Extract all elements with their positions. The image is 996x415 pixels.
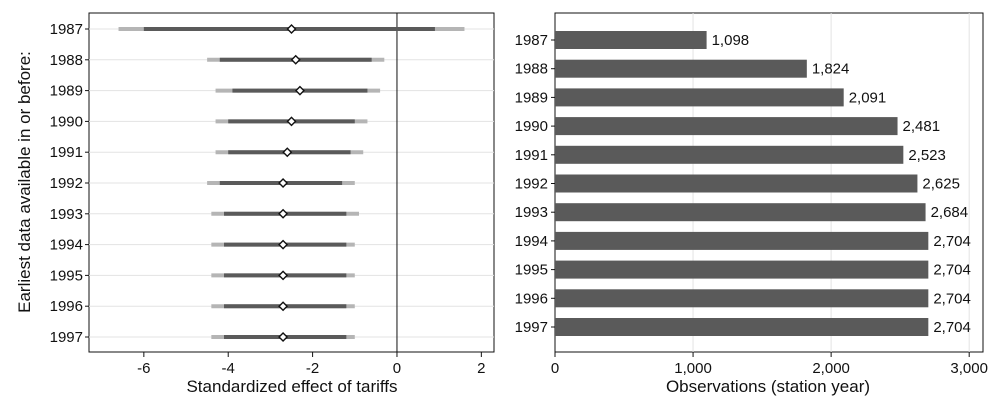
coef-y-tick-label: 1992	[50, 175, 83, 192]
obs-y-tick-label: 1989	[515, 89, 548, 106]
obs-bar	[555, 59, 807, 78]
obs-y-tick-label: 1990	[515, 118, 548, 135]
coef-y-tick-label: 1989	[50, 83, 83, 100]
point-estimate-marker	[286, 24, 297, 34]
coef-x-tick-label: -4	[222, 360, 235, 377]
obs-y-tick-label: 1992	[515, 176, 548, 193]
point-estimate-marker	[278, 208, 289, 219]
obs-y-tick-label: 1995	[515, 262, 548, 279]
coef-y-tick-label: 1995	[50, 267, 83, 284]
coef-marks	[118, 24, 465, 342]
obs-bar-value-label: 2,704	[933, 233, 971, 250]
obs-panel: 1,098 1,824 2,091 2,481 2,523 2,625 2,684 2,704…	[515, 12, 988, 396]
obs-x-tick-label: 3,000	[950, 360, 988, 377]
obs-bar	[555, 88, 844, 107]
point-estimate-marker	[278, 332, 289, 342]
point-estimate-marker	[278, 301, 289, 312]
obs-y-tick-label: 1988	[515, 61, 548, 78]
coef-y-tick-label: 1996	[50, 298, 83, 315]
obs-bar-value-label: 2,704	[933, 290, 971, 307]
obs-bar-value-label: 1,824	[812, 61, 850, 78]
obs-y-tick-label: 1991	[515, 147, 548, 164]
point-estimate-marker	[278, 239, 289, 250]
obs-bar	[555, 260, 929, 279]
coef-y-tick-label: 1993	[50, 206, 83, 223]
obs-bar-value-label: 2,091	[849, 89, 887, 106]
obs-y-tick-label: 1994	[515, 233, 548, 250]
coef-x-tick-label: 2	[477, 360, 485, 377]
point-estimate-marker	[294, 85, 305, 96]
coef-x-axis-title: Standardized effect of tariffs	[186, 377, 397, 396]
obs-y-tick-label: 1997	[515, 319, 548, 336]
obs-bar-value-label: 2,684	[931, 204, 969, 221]
obs-bar	[555, 31, 707, 49]
coef-y-tick-label: 1991	[50, 144, 83, 161]
obs-y-tick-label: 1996	[515, 290, 548, 307]
coef-y-tick-labels: 1987 1988 1989 1990 1991 1992 1993 1994 1995 1996…	[50, 21, 89, 346]
coef-x-tick-label: 0	[393, 360, 401, 377]
obs-x-tick-label: 2,000	[812, 360, 850, 377]
coef-y-axis-title: Earliest data available in or before:	[15, 51, 34, 313]
obs-bar	[555, 145, 904, 164]
coef-y-tick-label: 1988	[50, 52, 83, 69]
obs-bar-value-label: 2,625	[922, 176, 960, 193]
obs-x-tick-label: 0	[551, 360, 559, 377]
obs-bars: 1,098 1,824 2,091 2,481 2,523 2,625 2,684 2,704…	[555, 31, 971, 336]
obs-x-tick-label: 1,000	[674, 360, 712, 377]
coef-x-tick-label: -2	[306, 360, 319, 377]
point-estimate-marker	[286, 116, 297, 127]
obs-bar-value-label: 2,523	[908, 147, 946, 164]
obs-y-tick-label: 1987	[515, 32, 548, 49]
coef-y-tick-label: 1994	[50, 237, 83, 254]
point-estimate-marker	[278, 270, 289, 281]
obs-bar	[555, 203, 926, 222]
obs-bar-value-label: 2,704	[933, 319, 971, 336]
obs-bar-value-label: 1,098	[712, 32, 750, 49]
obs-y-tick-labels: 1987 1988 1989 1990 1991 1992 1993 1994 1995 1996…	[515, 32, 555, 336]
obs-bar	[555, 117, 898, 136]
coef-panel: 1987 1988 1989 1990 1991 1992 1993 1994 1995 1996…	[15, 12, 495, 396]
coef-x-ticks: -6 -4 -2 0 2	[137, 352, 486, 377]
obs-bar	[555, 289, 929, 308]
obs-x-ticks: 0 1,000 2,000 3,000	[551, 352, 988, 377]
point-estimate-marker	[278, 178, 289, 188]
coef-x-tick-label: -6	[137, 360, 150, 377]
point-estimate-marker	[282, 147, 293, 158]
obs-bar	[555, 231, 929, 250]
obs-bar-value-label: 2,704	[933, 262, 971, 279]
obs-bar-value-label: 2,481	[903, 118, 941, 135]
obs-bar	[555, 318, 929, 336]
obs-bar	[555, 174, 918, 193]
coef-y-tick-label: 1990	[50, 113, 83, 130]
obs-y-tick-label: 1993	[515, 204, 548, 221]
point-estimate-marker	[290, 54, 301, 65]
obs-x-axis-title: Observations (station year)	[666, 377, 870, 396]
coef-y-tick-label: 1997	[50, 329, 83, 346]
coef-y-tick-label: 1987	[50, 21, 83, 38]
